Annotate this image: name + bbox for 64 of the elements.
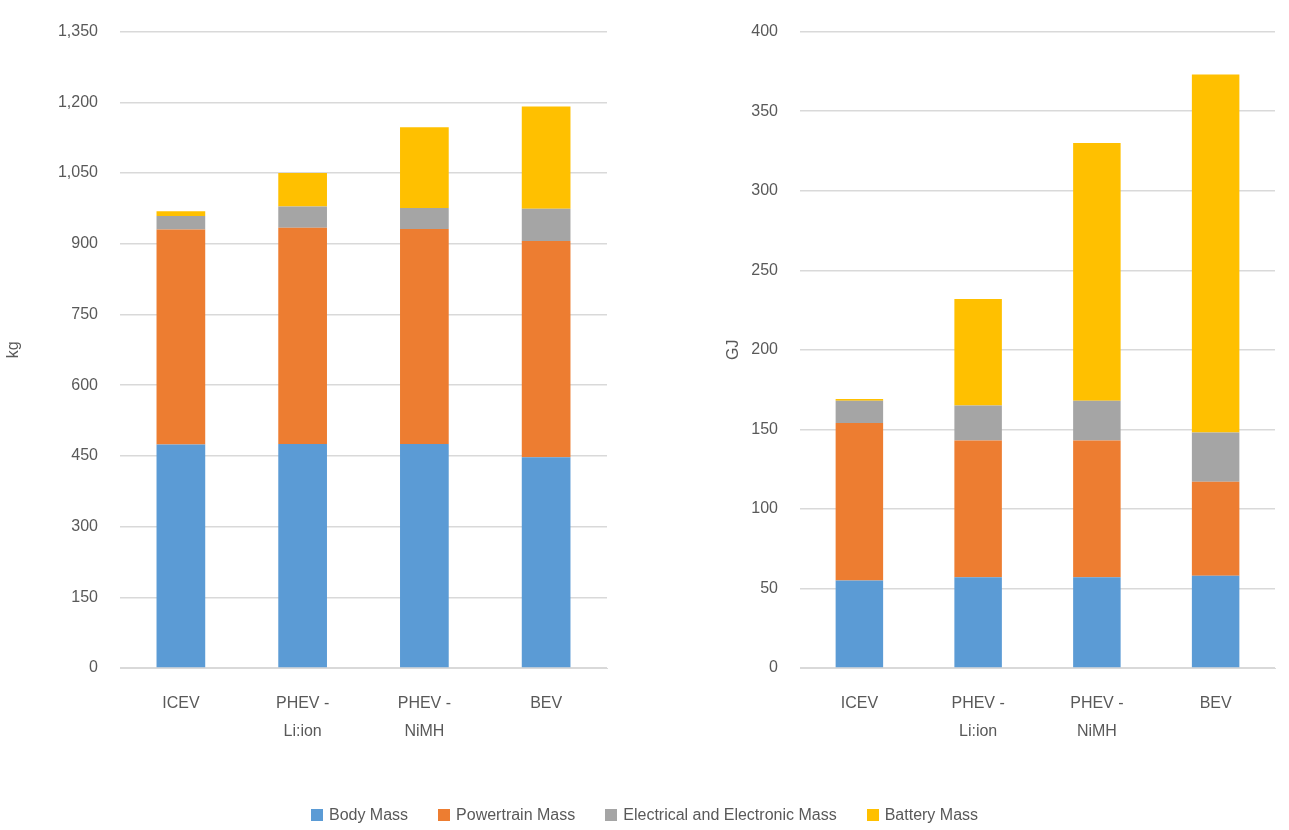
y-tick-label: 1,050 [57, 163, 99, 181]
bar [954, 298, 1002, 406]
x-tick-label: BEV [530, 694, 563, 712]
legend-label: Battery Mass [884, 806, 979, 824]
y-tick-label: 250 [751, 260, 779, 278]
y-tick-label: 300 [751, 181, 779, 199]
bar [400, 127, 449, 208]
y-tick-label: 300 [71, 516, 99, 534]
y-tick-label: 200 [751, 340, 779, 358]
y-tick-label: 600 [71, 375, 99, 393]
bar [1191, 481, 1240, 576]
bar [521, 240, 571, 458]
bar [156, 444, 206, 668]
y-tick-label: 50 [760, 578, 779, 596]
y-tick-label: 100 [751, 499, 779, 517]
legend-label: Powertrain Mass [456, 806, 576, 824]
bar [156, 215, 206, 230]
bar [278, 444, 327, 668]
y-tick-label: 400 [751, 22, 779, 40]
bar [1191, 575, 1240, 668]
bar [400, 229, 449, 445]
x-tick-label: BEV [1199, 694, 1232, 712]
bar [278, 173, 327, 207]
y-tick-label: 150 [751, 419, 779, 437]
y-tick-label: 1,200 [57, 92, 99, 110]
bar [400, 444, 449, 668]
bar [156, 211, 206, 216]
y-axis-title: GJ [724, 339, 742, 361]
bar [278, 206, 327, 228]
bar [521, 208, 571, 241]
bar [954, 405, 1002, 441]
bar [278, 227, 327, 445]
bar [156, 229, 206, 445]
bar [954, 577, 1002, 668]
x-tick-label: PHEV - Li:ion [951, 694, 1005, 740]
bar [835, 422, 884, 581]
bar [400, 207, 449, 230]
bar [1073, 577, 1121, 668]
bar [835, 400, 884, 423]
x-tick-label: ICEV [840, 694, 879, 712]
y-tick-label: 450 [71, 446, 99, 464]
legend-label: Electrical and Electronic Mass [623, 806, 837, 824]
legend-label: Body Mass [328, 806, 409, 824]
x-tick-label: PHEV - Li:ion [275, 694, 330, 740]
y-tick-label: 350 [751, 101, 779, 119]
y-tick-label: 1,350 [57, 22, 99, 40]
x-tick-label: PHEV - NiMH [1070, 694, 1124, 740]
bar [1073, 440, 1121, 578]
bar [521, 457, 571, 668]
bar [521, 106, 571, 209]
x-tick-label: ICEV [162, 694, 200, 712]
y-tick-label: 900 [71, 234, 99, 252]
y-axis-title: kg [4, 341, 22, 359]
x-tick-label: PHEV - NiMH [397, 694, 452, 740]
y-tick-label: 0 [89, 658, 99, 676]
y-tick-label: 150 [71, 587, 99, 605]
bar [1073, 400, 1121, 441]
y-tick-label: 0 [769, 658, 779, 676]
bar [1073, 142, 1121, 401]
bar [954, 440, 1002, 578]
y-tick-label: 750 [71, 304, 99, 322]
bar [1191, 74, 1240, 433]
bar [835, 580, 884, 668]
bar [1191, 432, 1240, 482]
